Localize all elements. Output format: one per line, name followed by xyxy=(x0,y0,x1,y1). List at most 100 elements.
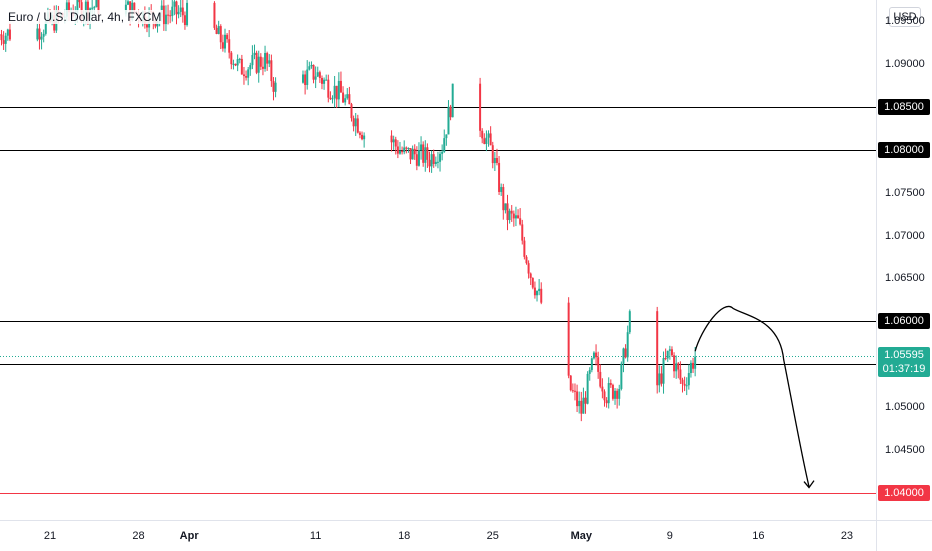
candle-body-199 xyxy=(595,353,597,358)
candle-body-60 xyxy=(176,1,178,14)
candle-body-202 xyxy=(601,387,603,392)
candle-body-154 xyxy=(450,107,452,117)
time-label-8: 16 xyxy=(752,530,764,542)
candle-body-106 xyxy=(323,80,325,84)
candle-body-62 xyxy=(180,8,182,12)
candle-body-155 xyxy=(452,84,454,118)
candle-body-223 xyxy=(671,349,673,355)
price-tick-4: 1.06500 xyxy=(885,272,925,284)
candle-body-112 xyxy=(336,86,338,100)
candle-body-127 xyxy=(393,139,395,142)
candle-body-95 xyxy=(275,83,277,92)
candle-body-79 xyxy=(241,59,243,75)
axis-corner[interactable] xyxy=(876,520,932,551)
candle-body-217 xyxy=(658,373,660,385)
price-tick-1: 1.09000 xyxy=(885,58,925,70)
countdown-timer: 01:37:19 xyxy=(878,362,930,376)
candle-body-98 xyxy=(306,70,308,85)
candle-body-123 xyxy=(359,133,361,135)
candle-body-92 xyxy=(268,60,270,63)
candle-body-131 xyxy=(401,151,403,152)
candle-body-176 xyxy=(521,224,523,240)
candle-body-167 xyxy=(502,187,504,210)
candle-body-74 xyxy=(230,53,232,65)
candle-body-78 xyxy=(239,59,241,60)
candle-body-186 xyxy=(568,303,570,376)
candle-body-180 xyxy=(530,274,532,278)
candle-body-113 xyxy=(338,81,340,99)
candle-body-166 xyxy=(500,187,502,192)
candle-body-230 xyxy=(686,385,688,386)
candle-body-153 xyxy=(447,107,449,135)
candle-body-157 xyxy=(481,131,483,139)
candle-body-177 xyxy=(523,241,525,257)
candle-body-77 xyxy=(237,59,239,65)
candle-body-204 xyxy=(606,400,608,403)
time-label-7: 9 xyxy=(667,530,673,542)
candle-body-84 xyxy=(251,55,253,65)
candle-body-175 xyxy=(519,218,521,224)
candle-body-168 xyxy=(504,203,506,210)
candle-body-141 xyxy=(422,144,424,162)
candle-body-94 xyxy=(272,81,274,92)
candle-body-58 xyxy=(171,7,173,16)
candle-body-215 xyxy=(629,311,631,332)
candle-body-37 xyxy=(127,1,129,4)
candle-body-96 xyxy=(302,74,304,82)
candle-body-107 xyxy=(325,80,327,81)
level-tag-2: 1.06000 xyxy=(878,313,930,329)
candle-body-151 xyxy=(443,138,445,152)
candle-body-189 xyxy=(574,391,576,392)
candle-body-222 xyxy=(669,349,671,351)
candle-body-115 xyxy=(342,93,344,103)
candle-body-161 xyxy=(490,133,492,145)
candle-body-190 xyxy=(576,391,578,406)
candle-body-121 xyxy=(355,118,357,126)
candle-body-132 xyxy=(403,147,405,152)
candle-body-9 xyxy=(43,34,45,37)
candle-body-8 xyxy=(41,37,43,40)
time-label-3: 11 xyxy=(310,530,321,542)
candle-body-97 xyxy=(304,74,306,85)
candle-body-149 xyxy=(439,154,441,162)
candle-body-90 xyxy=(264,53,266,69)
candle-body-128 xyxy=(395,139,397,146)
candle-body-229 xyxy=(684,384,686,386)
candle-body-227 xyxy=(679,369,681,379)
candle-body-110 xyxy=(332,98,334,99)
candle-body-178 xyxy=(525,257,527,263)
candle-body-103 xyxy=(317,72,319,76)
candlestick-chart[interactable] xyxy=(0,0,876,520)
candle-body-195 xyxy=(587,374,589,404)
candle-body-109 xyxy=(329,98,331,99)
level-tag-1: 1.08000 xyxy=(878,142,930,158)
candle-body-158 xyxy=(483,138,485,144)
candle-body-209 xyxy=(616,391,618,399)
candle-body-63 xyxy=(182,8,184,16)
candle-body-87 xyxy=(258,57,260,73)
candle-body-124 xyxy=(361,135,363,139)
candle-body-71 xyxy=(224,35,226,49)
time-label-9: 23 xyxy=(841,530,853,542)
candle-body-221 xyxy=(667,351,669,359)
candle-body-144 xyxy=(429,160,431,167)
candle-body-122 xyxy=(357,118,359,132)
candle-body-201 xyxy=(599,372,601,387)
last-price-value: 1.05595 xyxy=(878,348,930,362)
candle-body-194 xyxy=(585,398,587,404)
candle-body-33 xyxy=(93,7,95,8)
candle-body-214 xyxy=(627,332,629,357)
candle-body-104 xyxy=(319,72,321,78)
price-tick-5: 1.05000 xyxy=(885,401,925,413)
last-price-tag: 1.05595 01:37:19 xyxy=(878,347,930,377)
candle-body-163 xyxy=(494,158,496,163)
price-tick-2: 1.07500 xyxy=(885,187,925,199)
chart-plot-area[interactable]: Euro / U.S. Dollar, 4h, FXCM xyxy=(0,0,876,520)
candle-body-56 xyxy=(167,15,169,16)
time-label-0: 21 xyxy=(44,530,56,542)
candle-body-138 xyxy=(416,154,418,166)
candle-body-64 xyxy=(184,15,186,25)
candle-body-170 xyxy=(509,211,511,220)
